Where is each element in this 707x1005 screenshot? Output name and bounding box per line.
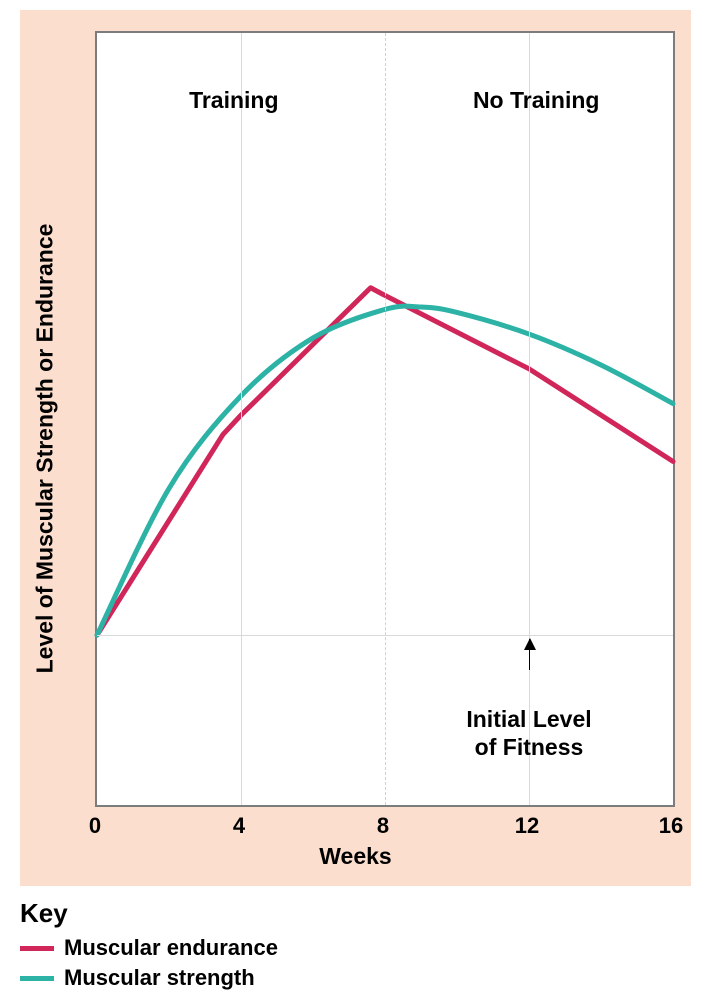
plot-area: Training No Training Initial Levelof Fitne… <box>95 31 675 807</box>
divider-line <box>385 33 386 805</box>
legend-swatch <box>20 976 54 981</box>
x-tick-label: 8 <box>377 813 389 839</box>
x-axis-label: Weeks <box>23 843 688 870</box>
legend-item: Muscular endurance <box>20 935 278 961</box>
gridline-vertical <box>241 33 242 805</box>
region-label-training: Training <box>189 87 278 114</box>
annotation-label: Initial Levelof Fitness <box>466 705 591 763</box>
legend: Key Muscular endurance Muscular strength <box>20 898 278 991</box>
x-tick-label: 12 <box>515 813 539 839</box>
x-tick-label: 4 <box>233 813 245 839</box>
y-axis-label-text: Level of Muscular Strength or Endurance <box>32 223 59 673</box>
gridline-vertical <box>529 33 530 805</box>
region-label-no-training: No Training <box>473 87 600 114</box>
legend-label: Muscular endurance <box>64 935 278 961</box>
legend-item: Muscular strength <box>20 965 278 991</box>
legend-items: Muscular endurance Muscular strength <box>20 935 278 991</box>
legend-label: Muscular strength <box>64 965 255 991</box>
x-tick-label: 16 <box>659 813 683 839</box>
annotation-arrow <box>529 639 530 670</box>
baseline <box>97 635 673 636</box>
page: Level of Muscular Strength or Endurance … <box>0 0 707 1005</box>
annotation-line1: Initial Level <box>466 706 591 732</box>
annotation-line2: of Fitness <box>475 734 584 760</box>
legend-title: Key <box>20 898 278 929</box>
legend-swatch <box>20 946 54 951</box>
chart-panel: Level of Muscular Strength or Endurance … <box>20 10 691 886</box>
x-tick-label: 0 <box>89 813 101 839</box>
y-axis-label: Level of Muscular Strength or Endurance <box>25 13 65 883</box>
